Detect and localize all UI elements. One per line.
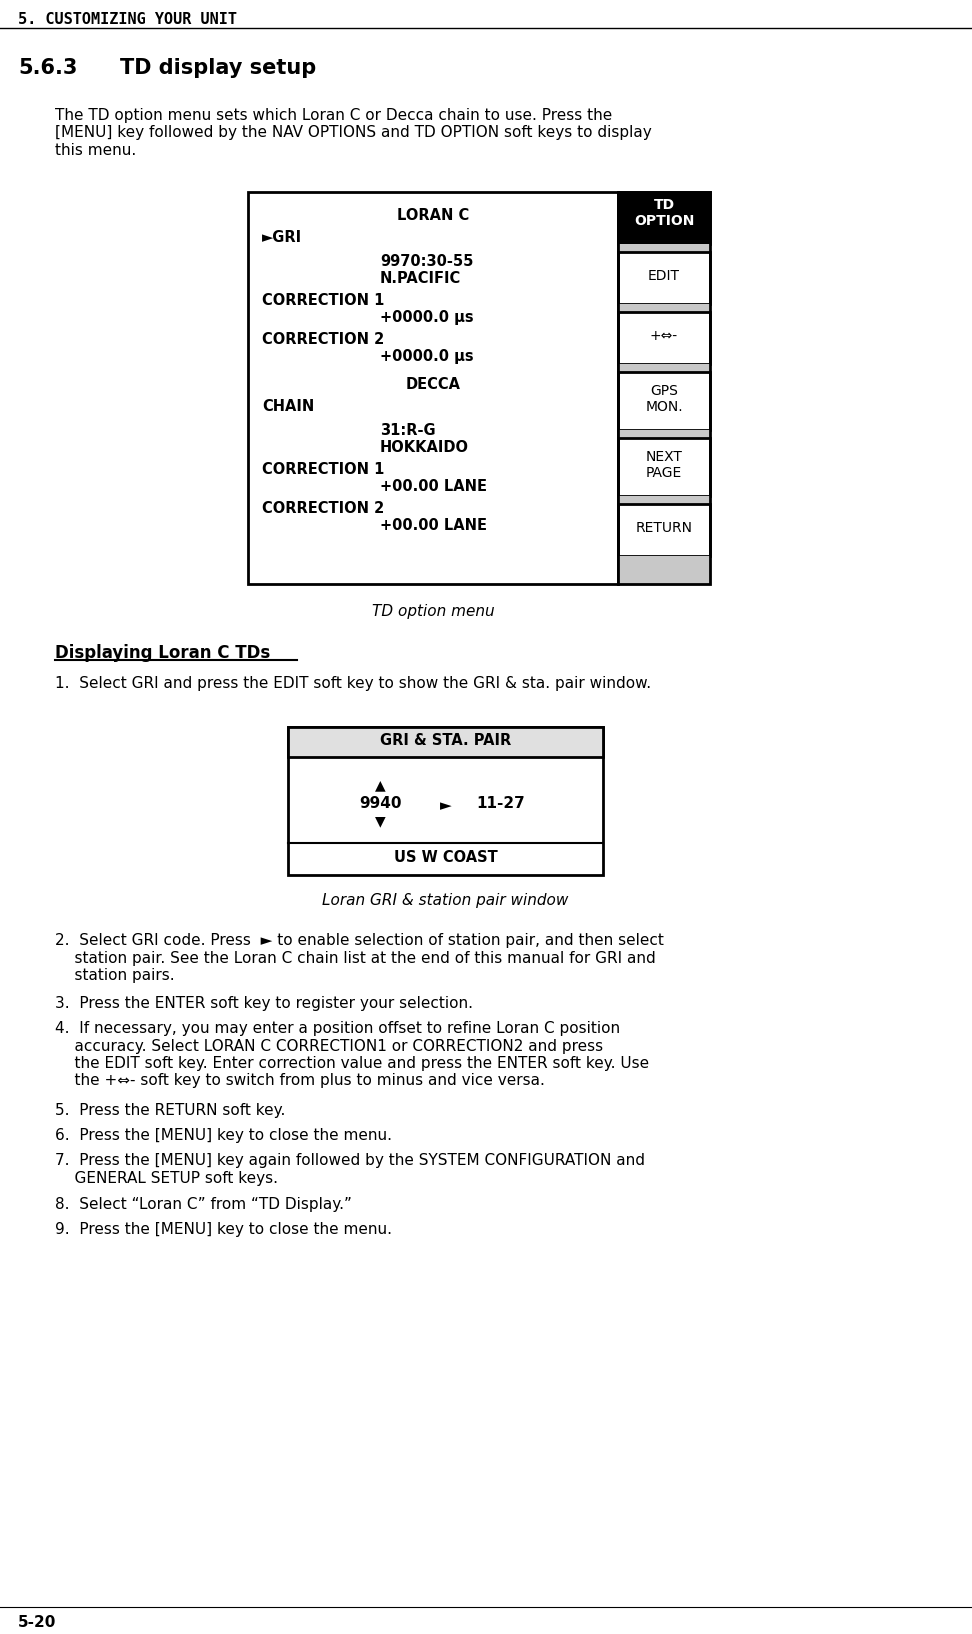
FancyBboxPatch shape bbox=[618, 373, 710, 430]
FancyBboxPatch shape bbox=[618, 503, 710, 556]
FancyBboxPatch shape bbox=[288, 727, 603, 758]
FancyBboxPatch shape bbox=[618, 304, 710, 312]
Text: TD display setup: TD display setup bbox=[120, 57, 316, 78]
Text: CORRECTION 1: CORRECTION 1 bbox=[262, 462, 384, 477]
FancyBboxPatch shape bbox=[248, 191, 618, 583]
Text: 7.  Press the [MENU] key again followed by the SYSTEM CONFIGURATION and
    GENE: 7. Press the [MENU] key again followed b… bbox=[55, 1154, 645, 1186]
Text: 5-20: 5-20 bbox=[18, 1614, 56, 1629]
FancyBboxPatch shape bbox=[618, 312, 710, 364]
Text: GRI & STA. PAIR: GRI & STA. PAIR bbox=[380, 734, 511, 748]
Text: Loran GRI & station pair window: Loran GRI & station pair window bbox=[323, 894, 569, 909]
FancyBboxPatch shape bbox=[618, 430, 710, 438]
Text: 8.  Select “Loran C” from “TD Display.”: 8. Select “Loran C” from “TD Display.” bbox=[55, 1198, 352, 1212]
Text: 5. CUSTOMIZING YOUR UNIT: 5. CUSTOMIZING YOUR UNIT bbox=[18, 11, 237, 28]
Text: EDIT: EDIT bbox=[648, 270, 680, 283]
FancyBboxPatch shape bbox=[618, 556, 710, 583]
Text: GPS
MON.: GPS MON. bbox=[645, 384, 682, 413]
Text: CHAIN: CHAIN bbox=[262, 399, 314, 413]
Text: 31:R-G: 31:R-G bbox=[380, 423, 435, 438]
Text: US W COAST: US W COAST bbox=[394, 850, 498, 866]
Text: HOKKAIDO: HOKKAIDO bbox=[380, 440, 469, 454]
Text: 9940: 9940 bbox=[360, 796, 401, 812]
Text: ▼: ▼ bbox=[375, 814, 386, 828]
Text: +0000.0 µs: +0000.0 µs bbox=[380, 310, 473, 325]
Text: 5.6.3: 5.6.3 bbox=[18, 57, 78, 78]
FancyBboxPatch shape bbox=[618, 495, 710, 503]
Text: RETURN: RETURN bbox=[636, 521, 692, 534]
Text: +0000.0 µs: +0000.0 µs bbox=[380, 348, 473, 364]
Text: DECCA: DECCA bbox=[405, 377, 461, 392]
Text: NEXT
PAGE: NEXT PAGE bbox=[645, 449, 682, 480]
Text: 11-27: 11-27 bbox=[476, 796, 525, 812]
Text: ►GRI: ►GRI bbox=[262, 230, 302, 245]
FancyBboxPatch shape bbox=[288, 727, 603, 876]
FancyBboxPatch shape bbox=[618, 191, 710, 243]
Text: ►: ► bbox=[439, 799, 451, 814]
Text: CORRECTION 1: CORRECTION 1 bbox=[262, 292, 384, 307]
Text: 2.  Select GRI code. Press  ► to enable selection of station pair, and then sele: 2. Select GRI code. Press ► to enable se… bbox=[55, 933, 664, 984]
FancyBboxPatch shape bbox=[618, 243, 710, 252]
Text: 9.  Press the [MENU] key to close the menu.: 9. Press the [MENU] key to close the men… bbox=[55, 1222, 392, 1237]
Text: ▲: ▲ bbox=[375, 778, 386, 792]
Text: 9970:30-55: 9970:30-55 bbox=[380, 253, 473, 270]
Text: TD option menu: TD option menu bbox=[371, 603, 495, 619]
FancyBboxPatch shape bbox=[618, 252, 710, 304]
Text: 1.  Select GRI and press the EDIT soft key to show the GRI & sta. pair window.: 1. Select GRI and press the EDIT soft ke… bbox=[55, 675, 651, 691]
FancyBboxPatch shape bbox=[618, 364, 710, 373]
Text: 3.  Press the ENTER soft key to register your selection.: 3. Press the ENTER soft key to register … bbox=[55, 997, 473, 1011]
Text: +⇔-: +⇔- bbox=[650, 328, 678, 343]
Text: Displaying Loran C TDs: Displaying Loran C TDs bbox=[55, 644, 270, 662]
Text: N.PACIFIC: N.PACIFIC bbox=[380, 271, 462, 286]
Text: TD
OPTION: TD OPTION bbox=[634, 198, 694, 229]
Text: The TD option menu sets which Loran C or Decca chain to use. Press the
[MENU] ke: The TD option menu sets which Loran C or… bbox=[55, 108, 652, 158]
Text: 4.  If necessary, you may enter a position offset to refine Loran C position
   : 4. If necessary, you may enter a positio… bbox=[55, 1021, 649, 1088]
Text: 6.  Press the [MENU] key to close the menu.: 6. Press the [MENU] key to close the men… bbox=[55, 1127, 392, 1144]
Text: +00.00 LANE: +00.00 LANE bbox=[380, 479, 487, 493]
Text: +00.00 LANE: +00.00 LANE bbox=[380, 518, 487, 533]
Text: CORRECTION 2: CORRECTION 2 bbox=[262, 500, 384, 516]
Text: LORAN C: LORAN C bbox=[397, 208, 469, 222]
Text: CORRECTION 2: CORRECTION 2 bbox=[262, 332, 384, 346]
FancyBboxPatch shape bbox=[618, 438, 710, 495]
Text: 5.  Press the RETURN soft key.: 5. Press the RETURN soft key. bbox=[55, 1103, 286, 1118]
